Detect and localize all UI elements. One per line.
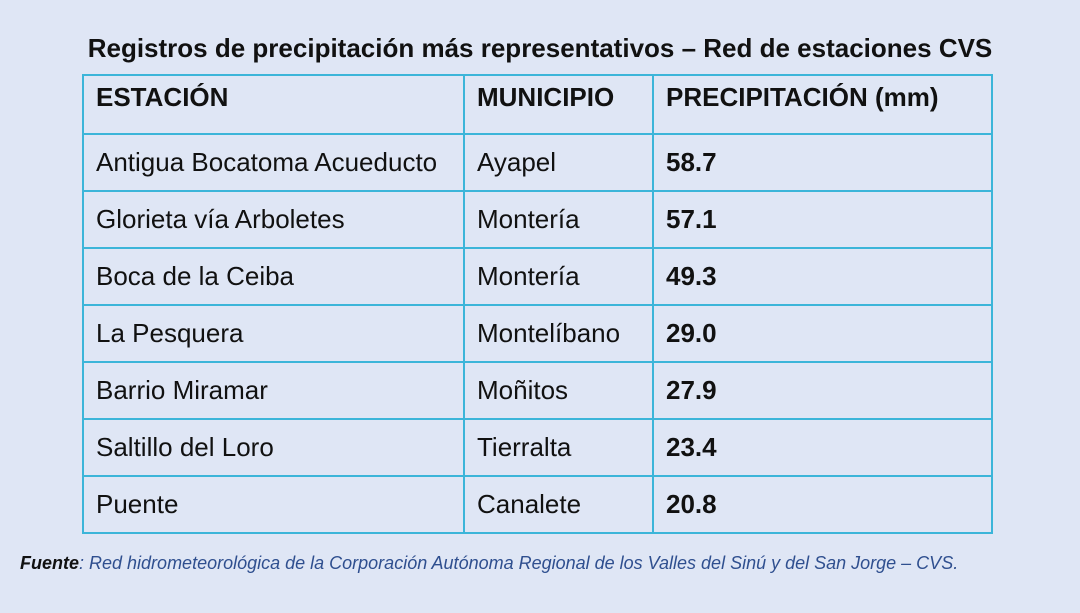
source-note: Fuente: Red hidrometeorológica de la Cor… xyxy=(20,553,958,574)
table-row: Boca de la Ceiba Montería 49.3 xyxy=(82,247,993,306)
cell-estacion: Saltillo del Loro xyxy=(82,418,465,477)
cell-municipio: Montería xyxy=(463,190,654,249)
cell-municipio: Ayapel xyxy=(463,133,654,192)
header-municipio: MUNICIPIO xyxy=(463,74,654,135)
table-row: Puente Canalete 20.8 xyxy=(82,475,993,534)
cell-precipitacion: 58.7 xyxy=(652,133,993,192)
table-row: La Pesquera Montelíbano 29.0 xyxy=(82,304,993,363)
cell-precipitacion: 27.9 xyxy=(652,361,993,420)
cell-municipio: Montelíbano xyxy=(463,304,654,363)
page-title: Registros de precipitación más represent… xyxy=(87,33,993,63)
table-header-row: ESTACIÓN MUNICIPIO PRECIPITACIÓN (mm) xyxy=(82,74,993,135)
table-row: Saltillo del Loro Tierralta 23.4 xyxy=(82,418,993,477)
cell-estacion: Antigua Bocatoma Acueducto xyxy=(82,133,465,192)
cell-estacion: La Pesquera xyxy=(82,304,465,363)
cell-precipitacion: 20.8 xyxy=(652,475,993,534)
cell-estacion: Barrio Miramar xyxy=(82,361,465,420)
header-precipitacion: PRECIPITACIÓN (mm) xyxy=(652,74,993,135)
cell-precipitacion: 49.3 xyxy=(652,247,993,306)
table-row: Barrio Miramar Moñitos 27.9 xyxy=(82,361,993,420)
cell-precipitacion: 29.0 xyxy=(652,304,993,363)
source-text: : Red hidrometeorológica de la Corporaci… xyxy=(79,553,959,573)
header-estacion: ESTACIÓN xyxy=(82,74,465,135)
cell-municipio: Canalete xyxy=(463,475,654,534)
cell-precipitacion: 23.4 xyxy=(652,418,993,477)
cell-municipio: Moñitos xyxy=(463,361,654,420)
cell-municipio: Montería xyxy=(463,247,654,306)
cell-precipitacion: 57.1 xyxy=(652,190,993,249)
table-row: Antigua Bocatoma Acueducto Ayapel 58.7 xyxy=(82,133,993,192)
table-row: Glorieta vía Arboletes Montería 57.1 xyxy=(82,190,993,249)
cell-estacion: Puente xyxy=(82,475,465,534)
cell-estacion: Glorieta vía Arboletes xyxy=(82,190,465,249)
cell-municipio: Tierralta xyxy=(463,418,654,477)
precipitation-table: ESTACIÓN MUNICIPIO PRECIPITACIÓN (mm) An… xyxy=(82,74,993,534)
source-label: Fuente xyxy=(20,553,80,573)
cell-estacion: Boca de la Ceiba xyxy=(82,247,465,306)
